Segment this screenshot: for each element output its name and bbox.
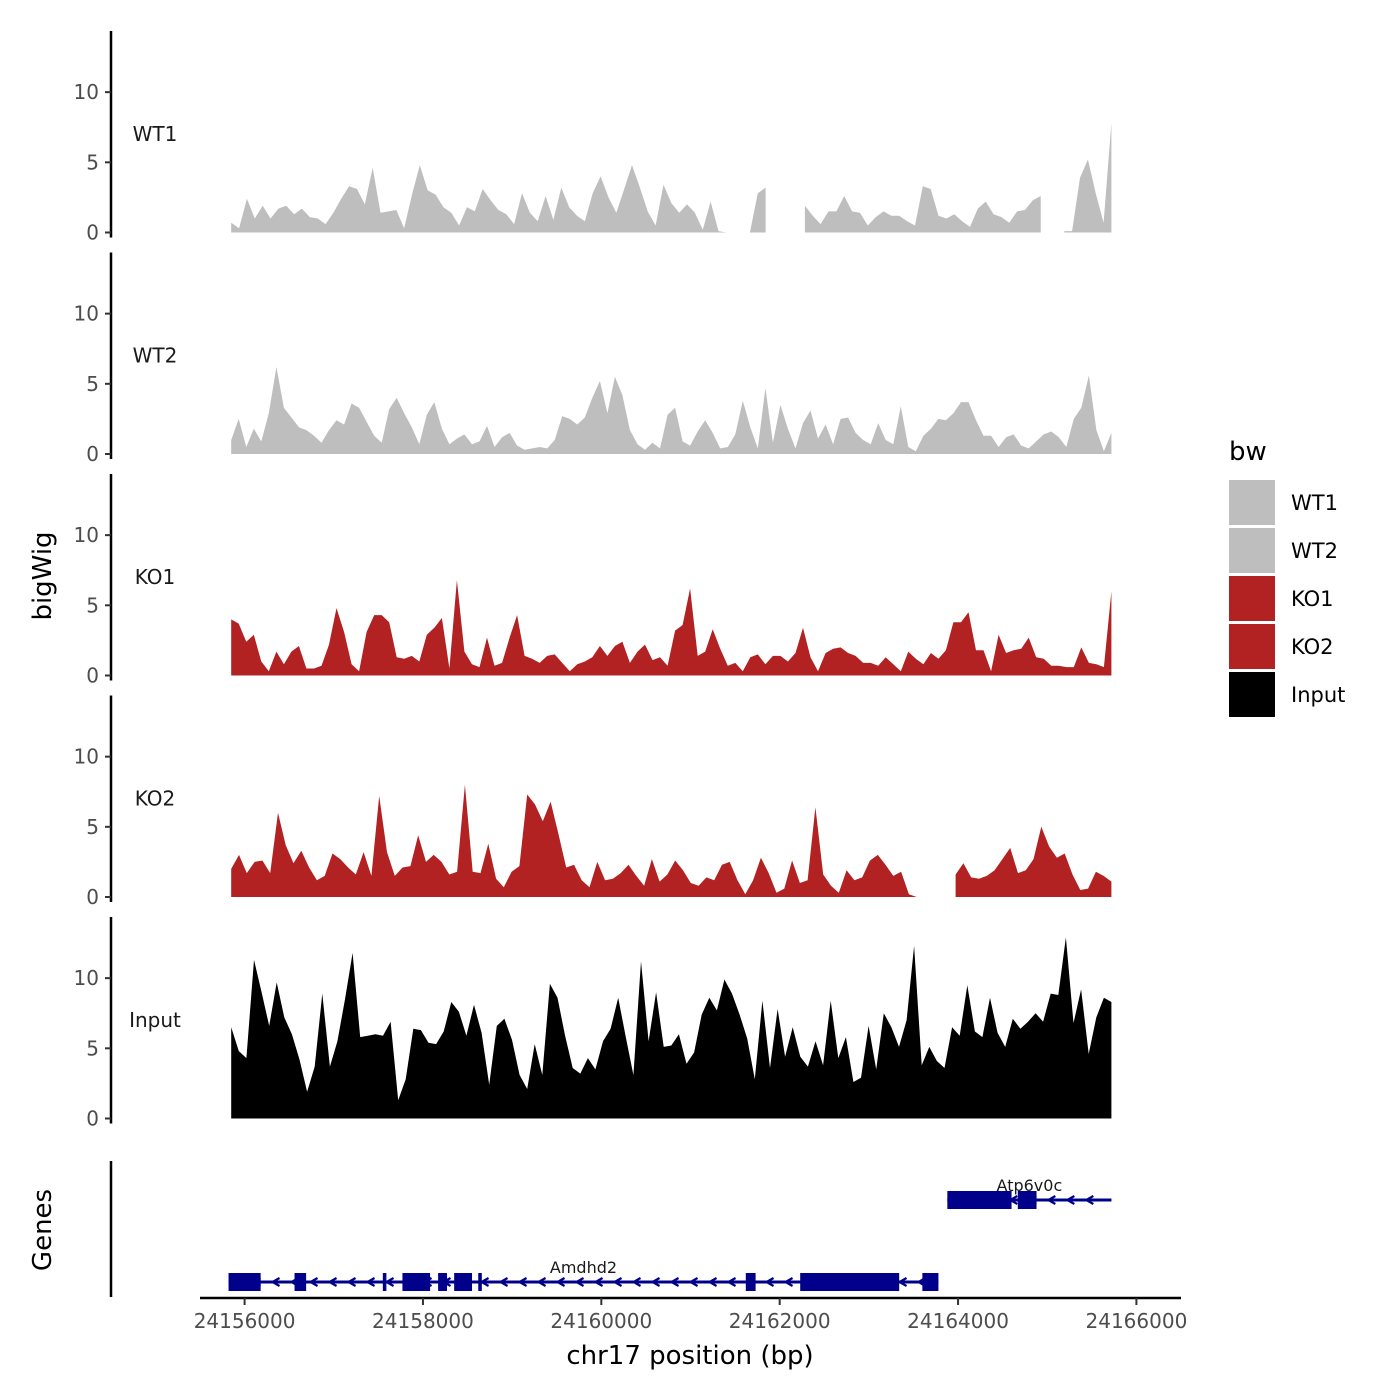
y-tick-label: 10 xyxy=(74,80,99,104)
y-tick-label: 5 xyxy=(86,593,99,617)
x-axis-title: chr17 position (bp) xyxy=(566,1341,813,1371)
y-tick-label: 5 xyxy=(86,150,99,174)
strand-arrow xyxy=(346,1277,357,1287)
track-input: 0 5 10 Input xyxy=(74,917,1112,1131)
track-wt1: 0 5 10 WT1 xyxy=(74,31,1112,245)
strand-arrow xyxy=(1046,1195,1056,1205)
strand-arrow xyxy=(517,1277,528,1287)
legend: bw WT1 WT2 KO1 KO2 Input xyxy=(1229,437,1345,717)
exon xyxy=(745,1273,756,1291)
strand-arrow xyxy=(631,1277,642,1287)
strand-arrow xyxy=(783,1277,794,1287)
y-tick-label: 5 xyxy=(86,1036,99,1060)
legend-swatch-wt1 xyxy=(1229,480,1275,525)
strand-arrow xyxy=(897,1277,908,1287)
y-tick-label: 0 xyxy=(86,1107,99,1131)
strand-arrow xyxy=(498,1277,509,1287)
strand-arrow xyxy=(764,1277,775,1287)
exon xyxy=(454,1273,473,1291)
gene-track: Atp6v0c Amdhd2 xyxy=(109,1161,1112,1297)
strand-arrow xyxy=(270,1277,281,1287)
track-label: KO2 xyxy=(135,787,176,811)
area-input xyxy=(231,937,1112,1119)
gene-axis-title: Genes xyxy=(28,1189,58,1271)
exon xyxy=(438,1273,448,1291)
y-tick-label: 10 xyxy=(74,745,99,769)
area-wt2 xyxy=(231,367,1112,454)
y-tick-label: 0 xyxy=(86,442,99,466)
x-axis: 24156000 24158000 24160000 24162000 24164000… xyxy=(194,1296,1188,1333)
strand-arrow xyxy=(707,1277,718,1287)
strand-arrow xyxy=(536,1277,547,1287)
track-label: WT1 xyxy=(133,122,178,146)
y-tick-label: 0 xyxy=(86,664,99,688)
exon xyxy=(922,1273,939,1291)
gene-label: Atp6v0c xyxy=(997,1176,1063,1195)
x-tick-label: 24158000 xyxy=(372,1309,474,1333)
y-tick-label: 5 xyxy=(86,372,99,396)
y-tick-label: 10 xyxy=(74,302,99,326)
strand-arrow xyxy=(1065,1195,1075,1205)
x-tick-label: 24166000 xyxy=(1086,1309,1188,1333)
strand-arrow xyxy=(574,1277,585,1287)
x-tick-label: 24164000 xyxy=(907,1309,1009,1333)
strand-arrow xyxy=(650,1277,661,1287)
legend-label: KO2 xyxy=(1291,635,1334,659)
x-tick-label: 24162000 xyxy=(729,1309,831,1333)
track-wt2: 0 5 10 WT2 xyxy=(74,252,1112,466)
exon xyxy=(1017,1191,1037,1209)
track-label: WT2 xyxy=(133,344,178,368)
gene-atp6v0c: Atp6v0c xyxy=(947,1176,1112,1209)
y-axis-title: bigWig xyxy=(28,531,58,620)
exon xyxy=(800,1273,900,1291)
area-ko2 xyxy=(231,784,1112,897)
y-tick-label: 10 xyxy=(74,966,99,990)
y-tick-label: 5 xyxy=(86,815,99,839)
y-tick-label: 0 xyxy=(86,221,99,245)
strand-arrow xyxy=(384,1277,395,1287)
strand-arrow xyxy=(688,1277,699,1287)
legend-swatch-wt2 xyxy=(1229,528,1275,573)
track-ko1: 0 5 10 KO1 xyxy=(74,474,1112,688)
y-tick-label: 10 xyxy=(74,523,99,547)
y-tick-label: 0 xyxy=(86,885,99,909)
legend-label: Input xyxy=(1291,683,1345,707)
legend-swatch-ko2 xyxy=(1229,624,1275,669)
x-tick-label: 24160000 xyxy=(550,1309,652,1333)
exon xyxy=(478,1273,482,1291)
gene-label: Amdhd2 xyxy=(550,1258,617,1277)
track-label: Input xyxy=(129,1008,181,1032)
exon xyxy=(228,1273,261,1291)
exon xyxy=(947,1191,1012,1209)
legend-label: WT2 xyxy=(1291,539,1338,563)
x-tick-label: 24156000 xyxy=(194,1309,296,1333)
track-ko2: 0 5 10 KO2 xyxy=(74,695,1112,909)
area-wt1 xyxy=(231,123,1112,233)
exon xyxy=(382,1273,387,1291)
exon xyxy=(402,1273,431,1291)
strand-arrow xyxy=(308,1277,319,1287)
exon xyxy=(294,1273,307,1291)
strand-arrow xyxy=(726,1277,737,1287)
area-ko1 xyxy=(231,580,1112,676)
strand-arrow xyxy=(612,1277,623,1287)
strand-arrow xyxy=(1084,1195,1094,1205)
legend-label: WT1 xyxy=(1291,491,1338,515)
legend-title: bw xyxy=(1229,437,1267,467)
legend-swatch-input xyxy=(1229,672,1275,717)
gene-amdhd2: Amdhd2 xyxy=(228,1258,939,1291)
track-label: KO1 xyxy=(135,565,176,589)
legend-label: KO1 xyxy=(1291,587,1334,611)
strand-arrow xyxy=(365,1277,376,1287)
coverage-panels: 0 5 10 WT1 0 5 10 WT2 0 5 10 KO1 0 5 10 KO2 0 5 10 Input xyxy=(74,31,1112,1131)
strand-arrow xyxy=(555,1277,566,1287)
strand-arrow xyxy=(327,1277,338,1287)
strand-arrow xyxy=(669,1277,680,1287)
legend-swatch-ko1 xyxy=(1229,576,1275,621)
strand-arrow xyxy=(593,1277,604,1287)
